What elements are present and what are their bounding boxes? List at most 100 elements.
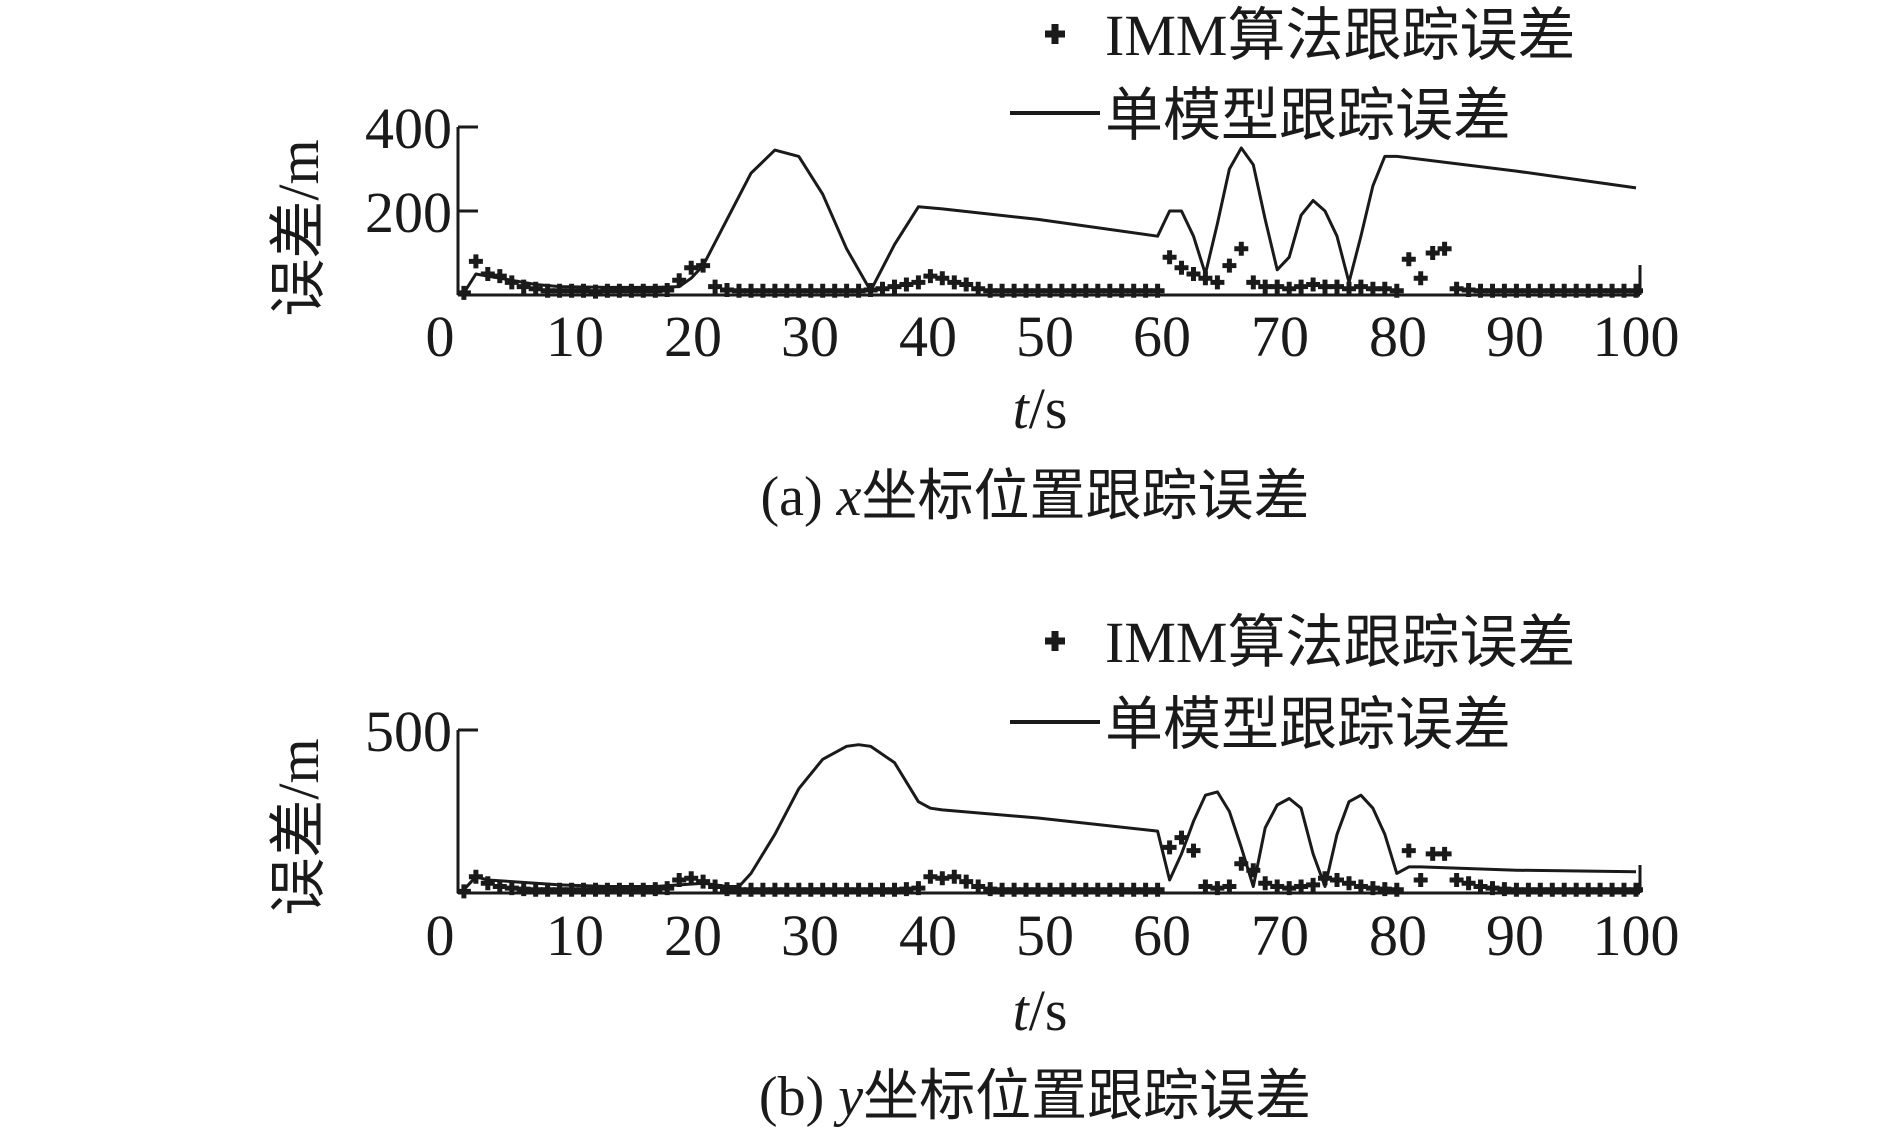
y-tick-label-a-200: 200 [365,180,452,245]
data-point-a [935,271,950,286]
data-point-a [1031,283,1045,298]
data-point-a [1617,283,1631,298]
data-point-a [696,258,711,273]
data-point-a [1605,283,1620,298]
data-point-a [923,269,938,284]
data-point-b [803,882,818,897]
data-point-b [1593,882,1608,897]
data-point-a [1102,283,1117,298]
data-point-a [528,281,543,296]
plot-area-a [456,146,1643,300]
data-point-b [1437,846,1452,861]
data-point-b [1401,843,1416,858]
x-tick-label-a-30: 30 [781,304,839,369]
data-point-b [935,871,950,886]
data-point-a [624,283,639,298]
data-point-b [1318,871,1332,886]
data-point-b [600,882,615,897]
data-point-b [755,882,770,897]
x-tick-label-a-70: 70 [1251,304,1309,369]
data-point-a [1210,275,1225,290]
data-point-b [1222,879,1237,894]
data-point-b [1246,863,1261,878]
x-tick-label-a-0: 0 [426,304,455,369]
data-point-b [827,882,842,897]
data-point-b [552,882,567,897]
data-point-b [1497,882,1512,897]
x-tick-label-b-60: 60 [1133,903,1191,968]
data-point-b [480,876,495,891]
legend-a-marker-icon [1045,24,1065,44]
data-point-a [1318,279,1332,294]
data-point-a [1557,283,1572,298]
data-point-b [1509,882,1524,897]
data-point-a [552,283,567,298]
data-point-a [863,283,878,297]
data-point-b [468,869,483,884]
data-point-b [995,882,1010,897]
data-point-b [983,882,998,897]
data-point-a [1090,283,1105,298]
x-axis-title-a-var: t [1013,376,1031,441]
data-point-b [1449,873,1464,887]
data-point-a [899,277,914,292]
data-point-a [1198,271,1213,286]
data-point-b [1533,882,1548,897]
data-point-b [1413,873,1428,887]
caption-b-prefix: (b) [759,1066,838,1128]
data-point-b [899,882,914,897]
data-point-b [1629,882,1643,897]
caption-a-prefix: (a) [760,466,836,528]
data-point-a [779,283,794,298]
data-point-a [1078,283,1093,298]
data-point-a [803,283,818,298]
data-point-a [1150,283,1165,298]
data-point-b [1581,882,1596,897]
data-point-a [1401,252,1416,267]
data-point-b [1102,882,1117,897]
data-point-a [1246,275,1261,290]
data-point-b [624,882,639,897]
data-point-b [660,881,675,896]
data-point-a [1473,283,1488,298]
data-point-a [480,267,495,281]
data-point-a [1569,283,1584,298]
data-point-b [1461,876,1476,891]
data-point-b [1473,879,1488,894]
data-point-b [959,874,974,889]
data-point-a [540,283,555,298]
data-point-a [468,254,483,269]
data-point-b [1066,882,1081,897]
data-point-b [684,871,699,886]
data-point-b [720,882,734,897]
data-point-a [1425,246,1440,260]
x-tick-label-b-20: 20 [664,903,722,968]
data-point-b [1162,840,1177,855]
data-point-b [1078,882,1093,897]
data-point-a [1306,277,1321,292]
data-point-b [744,882,758,897]
series-line-b [462,743,1637,891]
data-point-b [875,882,890,897]
data-point-b [1054,882,1069,897]
data-point-b [1007,882,1022,897]
x-tick-label-b-40: 40 [899,903,957,968]
data-point-a [576,283,591,298]
data-point-a [504,275,519,290]
data-point-a [684,260,699,275]
legend-b-line-label: 单模型跟踪误差 [1105,692,1511,757]
data-point-a [672,273,687,288]
data-point-a [492,269,507,284]
y-axis-title-a: 误差/m [266,139,331,316]
data-point-a [1521,283,1536,298]
data-point-b [779,882,794,897]
x-tick-label-b-30: 30 [781,903,839,968]
data-point-a [767,283,782,298]
x-tick-label-b-50: 50 [1016,903,1074,968]
data-point-a [1282,281,1297,296]
data-point-a [1461,283,1476,297]
data-point-a [1019,283,1033,298]
data-point-a [875,281,890,296]
data-point-b [1330,873,1344,887]
y-tick-label-a-400: 400 [365,96,452,161]
